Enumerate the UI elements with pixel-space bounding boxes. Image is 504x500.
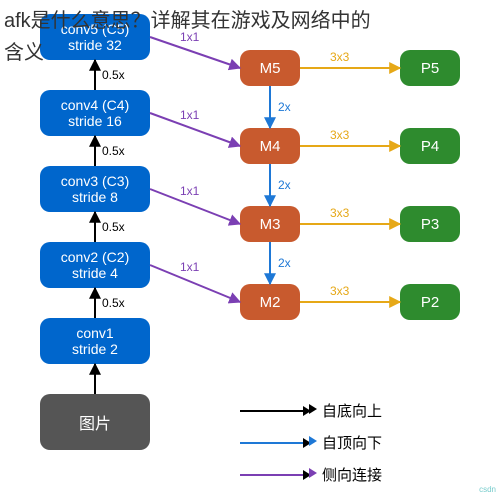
p-node-p4: P4	[400, 128, 460, 164]
m-node-m5: M5	[240, 50, 300, 86]
p-node-p5: P5	[400, 50, 460, 86]
m-node-m4: M4	[240, 128, 300, 164]
edge-label-c4-m4: 1x1	[180, 108, 199, 122]
edge-label-m3-m2: 2x	[278, 256, 291, 270]
conv-stride: stride 32	[68, 37, 122, 53]
m-node-m3: M3	[240, 206, 300, 242]
edge-label-m5-m4: 2x	[278, 100, 291, 114]
legend-line-icon	[240, 474, 310, 476]
overlay-line1: afk是什么意思？详解其在游戏及网络中的	[4, 4, 371, 33]
p-node-p2: P2	[400, 284, 460, 320]
conv-node-c4: conv4 (C4)stride 16	[40, 90, 150, 136]
p-node-p3: P3	[400, 206, 460, 242]
conv-label: conv3 (C3)	[61, 173, 129, 189]
legend-arrowhead	[309, 468, 317, 478]
edge-label-c2-c3: 0.5x	[102, 220, 125, 234]
legend-arrowhead	[309, 436, 317, 446]
edge-label-c3-c4: 0.5x	[102, 144, 125, 158]
m-node-m2: M2	[240, 284, 300, 320]
legend-line-icon	[240, 442, 310, 444]
conv-node-c3: conv3 (C3)stride 8	[40, 166, 150, 212]
legend-label: 自顶向下	[322, 432, 382, 453]
edge-label-m5-p5: 3x3	[330, 50, 349, 64]
edge-label-c1-c2: 0.5x	[102, 296, 125, 310]
legend-label: 自底向上	[322, 400, 382, 421]
edge-label-m3-p3: 3x3	[330, 206, 349, 220]
edge-label-m2-p2: 3x3	[330, 284, 349, 298]
edge-label-m4-p4: 3x3	[330, 128, 349, 142]
watermark: csdn	[479, 485, 496, 494]
legend-arrowhead	[309, 404, 317, 414]
conv-stride: stride 2	[72, 341, 118, 357]
legend-line-icon	[240, 410, 310, 412]
conv-stride: stride 8	[72, 189, 118, 205]
conv-label: conv2 (C2)	[61, 249, 129, 265]
legend-label: 侧向连接	[322, 464, 382, 485]
edge-label-c2-m2: 1x1	[180, 260, 199, 274]
conv-stride: stride 4	[72, 265, 118, 281]
conv-stride: stride 16	[68, 113, 122, 129]
overlay-line2: 含义	[4, 36, 44, 65]
img-node: 图片	[40, 394, 150, 450]
conv-label: conv1	[76, 325, 113, 341]
conv-node-c2: conv2 (C2)stride 4	[40, 242, 150, 288]
conv-label: conv4 (C4)	[61, 97, 129, 113]
conv-node-c1: conv1stride 2	[40, 318, 150, 364]
edge-label-c4-c5: 0.5x	[102, 68, 125, 82]
edge-label-m4-m3: 2x	[278, 178, 291, 192]
edge-label-c3-m3: 1x1	[180, 184, 199, 198]
